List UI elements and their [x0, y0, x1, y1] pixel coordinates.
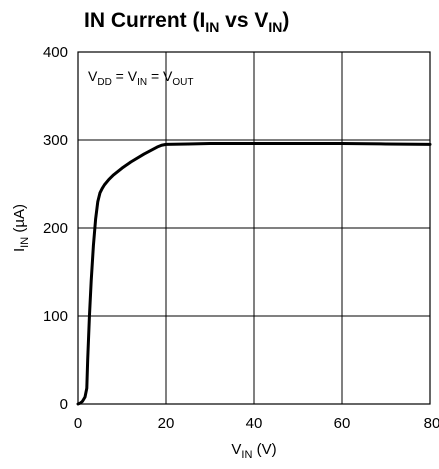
- y-tick-label: 0: [60, 396, 68, 413]
- y-tick-label: 300: [43, 132, 68, 149]
- x-tick-label: 0: [74, 415, 82, 432]
- series-line-iin: [76, 142, 432, 406]
- condition-annotation: VDD = VIN = VOUT: [88, 68, 194, 88]
- x-tick-label: 20: [158, 415, 175, 432]
- plot-frame: [77, 51, 431, 405]
- y-tick-label: 400: [43, 44, 68, 61]
- grid: [78, 52, 430, 404]
- y-axis-ticks: 0 100 200 300 400: [43, 44, 68, 413]
- y-axis-label: IIN (µA): [11, 204, 31, 252]
- chart-title: IN Current (IIN vs VIN): [84, 9, 289, 35]
- y-tick-label: 100: [43, 308, 68, 325]
- x-tick-label: 60: [334, 415, 351, 432]
- x-tick-label: 40: [246, 415, 263, 432]
- x-axis-label: VIN (V): [231, 441, 276, 461]
- y-tick-label: 200: [43, 220, 68, 237]
- x-axis-ticks: 0 20 40 60 80: [74, 415, 439, 432]
- x-tick-label: 80: [424, 415, 439, 432]
